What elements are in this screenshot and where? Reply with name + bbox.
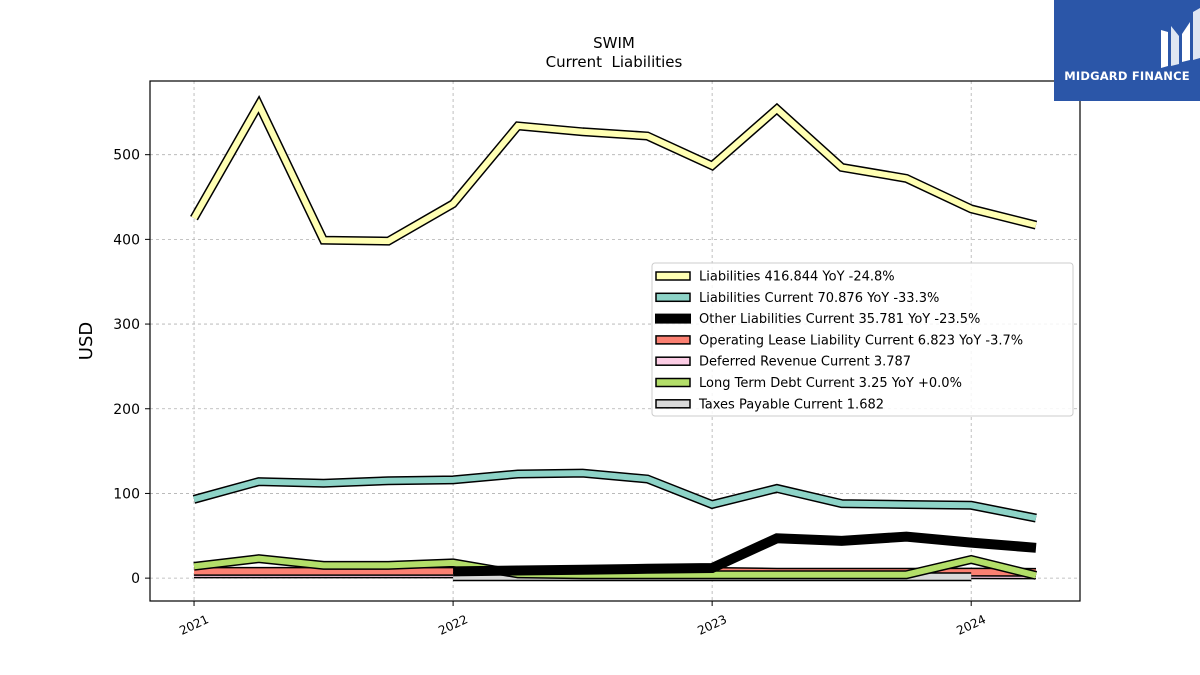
legend-swatch [655, 313, 691, 324]
y-tick-label: 400 [113, 232, 140, 248]
legend-label: Long Term Debt Current 3.25 YoY +0.0% [699, 376, 962, 391]
legend-item-operating-lease-liability-current: Operating Lease Liability Current 6.823 … [655, 333, 1023, 348]
series-liabilities [190, 95, 1038, 246]
series-liabilities-current [192, 468, 1037, 523]
legend-label: Other Liabilities Current 35.781 YoY -23… [699, 312, 980, 327]
series-line [191, 98, 1037, 245]
y-axis-label: USD [76, 322, 97, 360]
chart-title: SWIM [593, 34, 635, 52]
series-outline [192, 468, 1037, 523]
y-tick-label: 300 [113, 317, 140, 333]
legend-swatch [655, 356, 691, 366]
series-line [193, 555, 1037, 579]
series-long-term-debt-current [193, 554, 1038, 580]
logo-text: MIDGARD FINANCE [1064, 69, 1190, 83]
legend-label: Taxes Payable Current 1.682 [698, 397, 884, 412]
x-tick-label: 2021 [177, 612, 211, 638]
series-outline [190, 95, 1038, 246]
legend-item-taxes-payable-current: Taxes Payable Current 1.682 [655, 397, 884, 412]
legend-label: Liabilities Current 70.876 YoY -33.3% [699, 291, 939, 306]
plot-frame [149, 80, 1081, 602]
y-tick-label: 200 [113, 402, 140, 418]
legend-swatch [655, 377, 691, 388]
legend-label: Deferred Revenue Current 3.787 [699, 355, 911, 370]
chart-subtitle: Current Liabilities [546, 53, 683, 71]
x-tick-label: 2024 [954, 612, 988, 638]
legend-label: Operating Lease Liability Current 6.823 … [699, 333, 1023, 348]
legend-swatch [655, 271, 691, 281]
legend-box [651, 262, 1074, 417]
legend-item-other-liabilities-current: Other Liabilities Current 35.781 YoY -23… [655, 312, 980, 327]
legend-label: Liabilities 416.844 YoY -24.8% [699, 270, 895, 285]
legend-item-long-term-debt-current: Long Term Debt Current 3.25 YoY +0.0% [655, 376, 962, 391]
series-other-liabilities-current [453, 531, 1037, 577]
legend-item-deferred-revenue-current: Deferred Revenue Current 3.787 [655, 355, 911, 370]
midgard-finance-logo: MIDGARD FINANCE [1054, 0, 1200, 101]
series-layer [190, 95, 1038, 582]
x-tick-label: 2023 [695, 612, 729, 638]
series-line [453, 531, 1037, 577]
legend-swatch [655, 335, 691, 345]
y-tick-label: 0 [131, 571, 140, 587]
x-tick-label: 2022 [436, 612, 470, 638]
legend: Liabilities 416.844 YoY -24.8% Liabilitie… [651, 262, 1074, 417]
y-tick-label: 500 [113, 148, 140, 164]
logo-mark-icon [1161, 8, 1200, 68]
legend-swatch [655, 399, 691, 409]
legend-item-liabilities-current: Liabilities Current 70.876 YoY -33.3% [655, 291, 939, 306]
series-line [193, 470, 1037, 522]
legend-swatch [655, 292, 691, 303]
legend-item-liabilities: Liabilities 416.844 YoY -24.8% [655, 270, 895, 285]
y-tick-label: 100 [113, 486, 140, 502]
